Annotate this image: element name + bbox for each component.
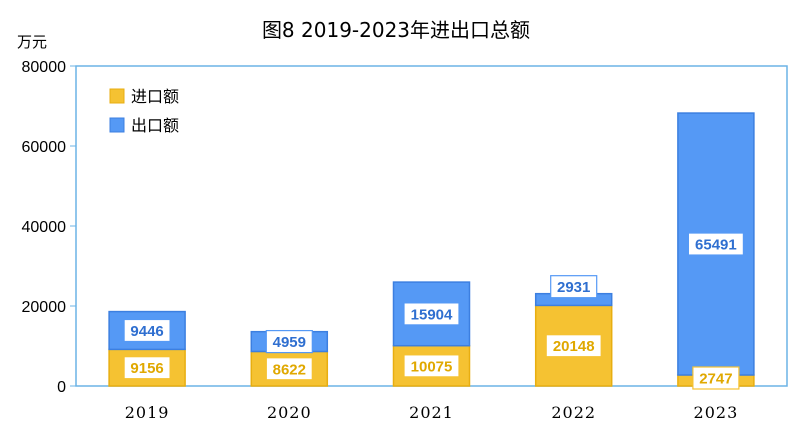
y-tick-label: 60000	[22, 139, 67, 156]
data-label-import-2023: 2747	[699, 371, 732, 388]
y-tick-label: 80000	[22, 59, 67, 76]
data-label-box	[123, 318, 171, 343]
legend-swatch-import	[109, 88, 125, 104]
data-label-import-2019: 9156	[130, 360, 163, 377]
data-label-box	[692, 366, 740, 390]
legend-label-import: 进口额	[131, 87, 179, 106]
data-label-export-2023: 65491	[695, 237, 737, 254]
x-tick-label: 2022	[551, 403, 596, 422]
data-label-import-2021: 10075	[411, 358, 453, 375]
x-tick-label: 2019	[125, 403, 170, 422]
data-labels: 9156 9446 8622 4959 10075 15904 20148 2931 2747 6…	[123, 232, 745, 390]
data-label-export-2019: 9446	[130, 323, 163, 340]
data-label-box	[545, 334, 602, 358]
data-label-box	[265, 329, 313, 354]
data-label-box	[687, 232, 745, 256]
data-label-export-2020: 4959	[273, 334, 306, 351]
y-tick-label: 0	[57, 379, 66, 396]
legend-label-export: 出口额	[131, 116, 179, 135]
x-tick-label: 2021	[409, 403, 454, 422]
data-label-box	[403, 302, 460, 326]
bars	[108, 112, 755, 387]
y-axis: 0 20000 40000 60000 80000	[22, 59, 76, 396]
x-tick-label: 2023	[694, 403, 739, 422]
data-label-import-2020: 8622	[273, 361, 306, 378]
y-tick-label: 20000	[22, 299, 67, 316]
data-label-export-2021: 15904	[411, 306, 453, 323]
y-tick-label: 40000	[22, 219, 67, 236]
data-label-box	[550, 275, 598, 299]
chart-title: 图8 2019-2023年进出口总额	[262, 18, 530, 42]
x-axis: 2019 2020 2021 2022 2023	[125, 403, 739, 422]
y-axis-unit: 万元	[17, 33, 47, 51]
data-label-export-2022: 2931	[557, 279, 590, 296]
data-label-box	[403, 354, 460, 378]
data-label-box	[265, 357, 313, 381]
x-tick-label: 2020	[267, 403, 312, 422]
legend-swatch-export	[109, 117, 125, 133]
data-label-box	[123, 356, 171, 380]
data-label-import-2022: 20148	[553, 338, 595, 355]
